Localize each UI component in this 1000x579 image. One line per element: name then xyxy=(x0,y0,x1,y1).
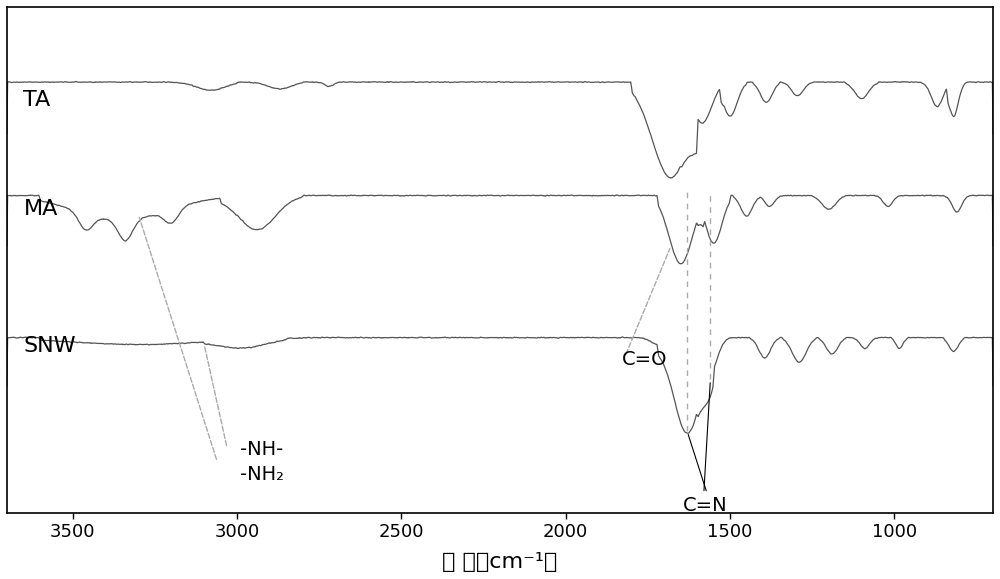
Text: C=O: C=O xyxy=(622,350,667,369)
Text: SNW: SNW xyxy=(23,336,76,356)
Text: C=N: C=N xyxy=(683,496,728,515)
Text: -NH-
-NH₂: -NH- -NH₂ xyxy=(240,440,284,484)
X-axis label: 波 数（cm⁻¹）: 波 数（cm⁻¹） xyxy=(442,552,558,572)
Text: MA: MA xyxy=(23,199,58,219)
Text: TA: TA xyxy=(23,90,51,110)
